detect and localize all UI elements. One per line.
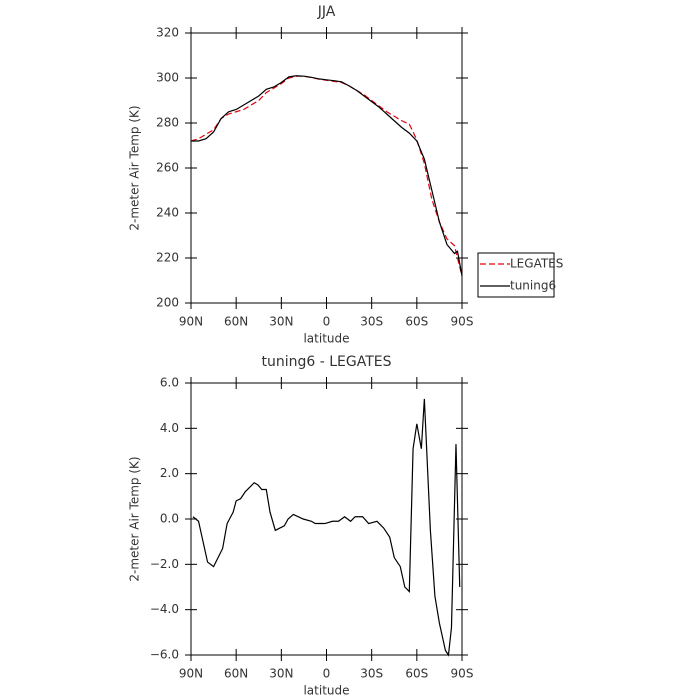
x-tick-label: 60N: [224, 667, 248, 681]
x-tick-label: 60N: [224, 315, 248, 329]
y-tick-label: 200: [156, 296, 179, 310]
y-tick-label: 220: [156, 251, 179, 265]
data-line: [191, 75, 463, 277]
chart-title: JJA: [317, 4, 336, 20]
x-tick-label: 90N: [179, 315, 203, 329]
legend-label: LEGATES: [510, 257, 563, 271]
plot-frame: [190, 32, 463, 304]
y-tick-label: 300: [156, 71, 179, 85]
x-tick-label: 0: [323, 315, 331, 329]
x-tick-label: 30S: [360, 667, 383, 681]
data-line: [190, 75, 463, 277]
y-tick-label: −4.0: [150, 602, 179, 616]
x-tick-label: 30S: [360, 315, 383, 329]
x-tick-label: 90S: [451, 667, 474, 681]
y-tick-label: 240: [156, 206, 179, 220]
x-axis-label: latitude: [303, 684, 349, 698]
legend-label: tuning6: [510, 279, 556, 293]
y-tick-label: 4.0: [160, 421, 179, 435]
y-tick-label: 0.0: [160, 512, 179, 526]
y-tick-label: 260: [156, 161, 179, 175]
chart-title: tuning6 - LEGATES: [261, 354, 391, 370]
y-tick-label: 6.0: [160, 376, 179, 390]
x-tick-label: 30N: [269, 667, 293, 681]
legend-box: [477, 252, 555, 298]
y-tick-label: −2.0: [150, 557, 179, 571]
x-tick-label: 0: [323, 667, 331, 681]
plot-frame: [190, 382, 463, 656]
y-axis-label: 2-meter Air Temp (K): [128, 105, 142, 230]
y-axis-label: 2-meter Air Temp (K): [128, 456, 142, 581]
y-tick-label: −6.0: [150, 648, 179, 662]
y-tick-label: 320: [156, 26, 179, 40]
x-tick-label: 60S: [405, 667, 428, 681]
x-tick-label: 60S: [405, 315, 428, 329]
y-tick-label: 280: [156, 116, 179, 130]
x-tick-label: 90N: [179, 667, 203, 681]
x-axis-label: latitude: [303, 332, 349, 346]
y-tick-label: 2.0: [160, 466, 179, 480]
data-line: [192, 398, 461, 657]
x-tick-label: 90S: [451, 315, 474, 329]
x-tick-label: 30N: [269, 315, 293, 329]
